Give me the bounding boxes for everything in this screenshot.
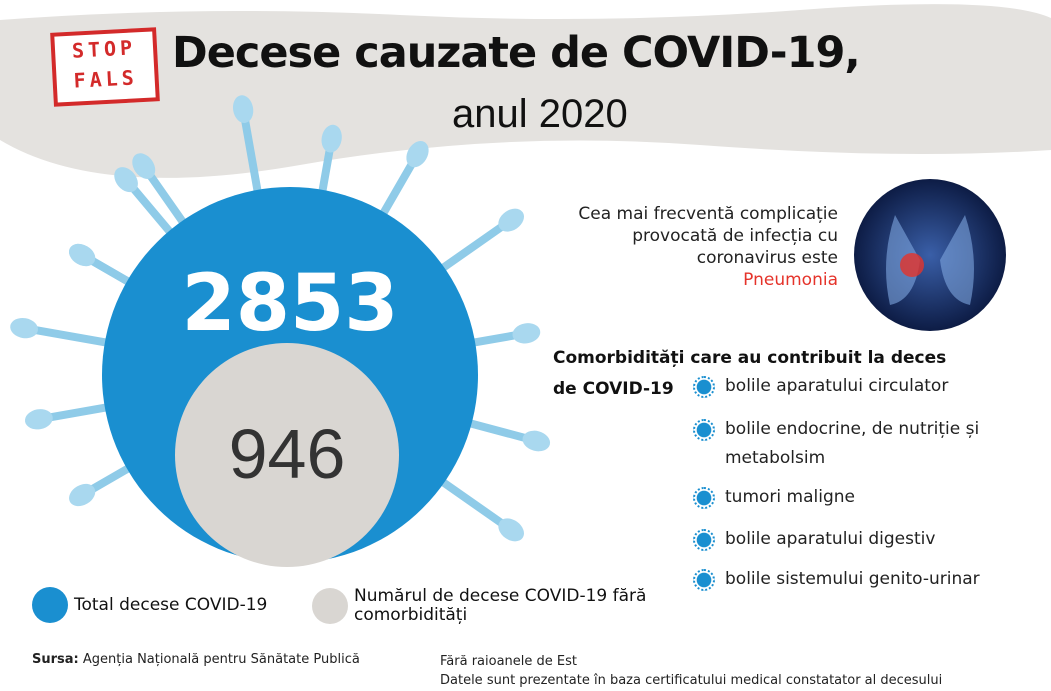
note-highlight: Pneumonia — [743, 270, 838, 290]
title: Decese cauzate de COVID-19, — [172, 28, 860, 78]
item-icon — [693, 569, 715, 591]
comorbidity-item: bolile aparatului circulator — [693, 372, 1013, 401]
comorbidity-item: tumori maligne — [693, 483, 1013, 512]
comorbidity-item: bolile aparatului digestiv — [693, 525, 1013, 554]
comorbidity-item: bolile endocrine, de nutriție și metabol… — [693, 415, 1013, 473]
infographic: 2853 946 STOP FALS Decese cauzate de COV… — [0, 0, 1051, 691]
legend-swatch — [32, 587, 68, 623]
source-label: Sursa: — [32, 652, 79, 667]
spike-tip — [23, 407, 54, 432]
infection — [900, 253, 924, 277]
note-text: Cea mai frecventă complicație provocată … — [578, 204, 838, 268]
note: Fără raioanele de Est — [440, 652, 942, 671]
stop-fals-logo: STOP FALS — [50, 27, 160, 106]
spike-tip — [511, 321, 542, 346]
lung-image — [854, 179, 1006, 331]
item-text: bolile aparatului digestiv — [725, 525, 935, 554]
notes: Fără raioanele de Est Datele sunt prezen… — [440, 652, 942, 690]
pneumonia-note: Cea mai frecventă complicație provocată … — [530, 203, 838, 291]
spike-tip — [520, 428, 552, 455]
spike-tip — [9, 316, 40, 341]
legend-label: Total decese COVID-19 — [74, 596, 267, 615]
note: Datele sunt prezentate în baza certifica… — [440, 671, 942, 690]
source-text: Agenția Națională pentru Sănătate Public… — [83, 652, 360, 667]
item-icon — [693, 529, 715, 551]
item-icon — [693, 487, 715, 509]
source: Sursa: Agenția Națională pentru Sănătate… — [32, 652, 360, 667]
item-icon — [693, 419, 715, 441]
legend-entry: Numărul de decese COVID-19 fără comorbid… — [312, 587, 672, 625]
legend-entry: Total decese COVID-19 — [32, 587, 292, 623]
item-text: bolile sistemului genito-urinar — [725, 565, 980, 594]
item-text: tumori maligne — [725, 483, 855, 512]
total-value: 2853 — [181, 259, 398, 349]
legend-swatch — [312, 588, 348, 624]
subtitle: anul 2020 — [452, 92, 628, 137]
item-text: bolile endocrine, de nutriție și metabol… — [725, 415, 1013, 473]
comorbidity-item: bolile sistemului genito-urinar — [693, 565, 1013, 594]
item-text: bolile aparatului circulator — [725, 372, 948, 401]
item-icon — [693, 376, 715, 398]
no-comorbidity-value: 946 — [229, 415, 346, 493]
legend-label: Numărul de decese COVID-19 fără comorbid… — [354, 587, 672, 625]
logo-line: FALS — [56, 61, 155, 96]
